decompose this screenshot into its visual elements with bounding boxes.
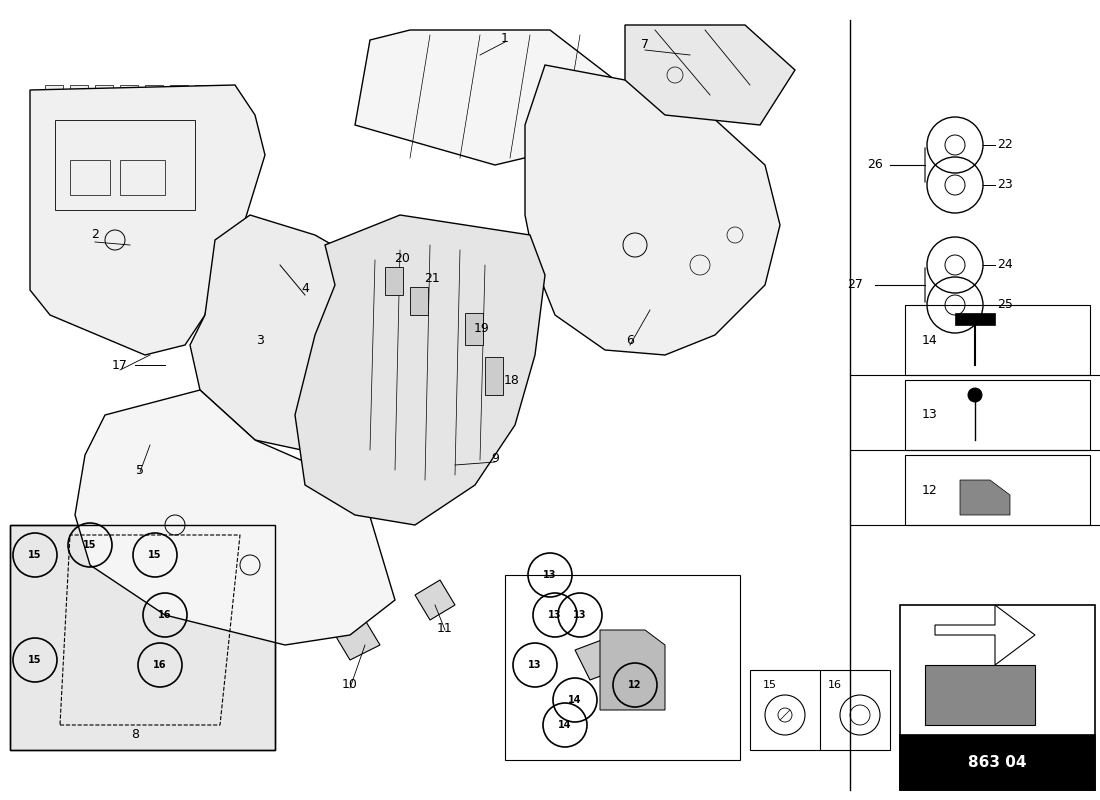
Text: 20: 20	[394, 251, 410, 265]
Text: 22: 22	[997, 138, 1013, 151]
Text: 26: 26	[867, 158, 883, 171]
Text: 10: 10	[342, 678, 358, 691]
Text: 12: 12	[628, 680, 641, 690]
Bar	[955, 313, 996, 325]
Text: 14: 14	[558, 720, 572, 730]
Bar	[255, 318, 267, 340]
Polygon shape	[575, 635, 630, 680]
Bar	[900, 605, 1094, 790]
Text: 15: 15	[29, 550, 42, 560]
Text: 3: 3	[256, 334, 264, 346]
Bar	[95, 85, 113, 95]
Polygon shape	[379, 440, 480, 480]
Text: 18: 18	[504, 374, 520, 386]
Text: 19: 19	[474, 322, 490, 334]
Bar	[70, 160, 110, 195]
Text: 11: 11	[437, 622, 453, 634]
Text: 21: 21	[425, 271, 440, 285]
Bar	[55, 120, 195, 210]
Polygon shape	[30, 85, 265, 355]
Bar	[255, 283, 267, 305]
Bar	[750, 670, 890, 750]
Bar	[505, 575, 740, 760]
Bar	[485, 357, 503, 395]
Text: 9: 9	[491, 451, 499, 465]
Text: 4: 4	[301, 282, 309, 294]
Bar	[10, 525, 275, 750]
Text: 16: 16	[828, 680, 842, 690]
Bar	[900, 735, 1094, 790]
Bar	[905, 305, 1090, 375]
Polygon shape	[336, 620, 380, 660]
Text: 16: 16	[153, 660, 167, 670]
Text: 13: 13	[528, 660, 541, 670]
Text: 7: 7	[641, 38, 649, 51]
Bar	[195, 85, 213, 95]
Bar	[120, 160, 165, 195]
Bar	[120, 85, 138, 95]
Text: 5: 5	[136, 463, 144, 477]
Text: 17: 17	[112, 358, 128, 371]
Polygon shape	[190, 215, 400, 455]
Polygon shape	[600, 630, 666, 710]
Text: 863 04: 863 04	[968, 755, 1026, 770]
Text: 1: 1	[502, 31, 509, 45]
Text: 12: 12	[922, 483, 938, 497]
Polygon shape	[960, 480, 1010, 515]
Text: 8: 8	[131, 729, 139, 742]
Polygon shape	[355, 30, 615, 165]
Text: 14: 14	[922, 334, 938, 346]
Text: 2: 2	[91, 229, 99, 242]
Bar	[170, 85, 188, 95]
Text: 15: 15	[29, 655, 42, 665]
Bar	[145, 85, 163, 95]
Polygon shape	[525, 65, 780, 355]
Text: 15: 15	[763, 680, 777, 690]
Bar	[255, 353, 267, 375]
Text: 13: 13	[922, 409, 938, 422]
Bar	[70, 85, 88, 95]
Bar	[905, 380, 1090, 450]
Polygon shape	[415, 580, 455, 620]
Bar	[10, 525, 275, 750]
Bar	[45, 85, 63, 95]
Bar	[465, 313, 483, 345]
Circle shape	[968, 388, 982, 402]
Polygon shape	[625, 25, 795, 125]
Bar	[255, 253, 267, 275]
Text: 24: 24	[997, 258, 1013, 271]
Polygon shape	[935, 605, 1035, 665]
Text: 15: 15	[84, 540, 97, 550]
Text: 27: 27	[847, 278, 862, 291]
Bar	[410, 287, 428, 315]
Text: 13: 13	[548, 610, 562, 620]
Polygon shape	[75, 390, 395, 645]
Text: 13: 13	[573, 610, 586, 620]
Text: 15: 15	[148, 550, 162, 560]
Text: 6: 6	[626, 334, 634, 346]
Bar	[385, 267, 403, 295]
Polygon shape	[925, 665, 1035, 725]
Text: 13: 13	[543, 570, 557, 580]
Text: 25: 25	[997, 298, 1013, 311]
Text: 16: 16	[158, 610, 172, 620]
Polygon shape	[295, 215, 544, 525]
Text: 14: 14	[569, 695, 582, 705]
Bar	[905, 455, 1090, 525]
Text: 23: 23	[997, 178, 1013, 191]
